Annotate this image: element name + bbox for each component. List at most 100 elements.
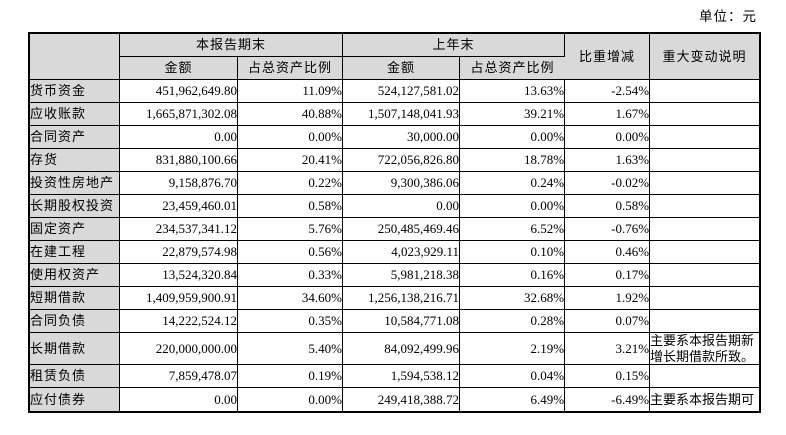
table-row: 存货 831,880,100.66 20.41% 722,056,826.80 18.7… [30,149,760,172]
note-cell: 主要系本报告期新增长期借款所致。 [650,333,760,366]
document-page: 单位：元 本报告期末 上年末 比重增减 重大变动说明 金额 占总资产比例 金额 [28,9,762,414]
change-cell: 1.63% [565,149,651,172]
table-row: 在建工程 22,879,574.98 0.56% 4,023,929.11 0.10% 0… [30,241,760,264]
table-row: 固定资产 234,537,341.12 5.76% 250,485,469.46 6.5… [30,218,760,241]
row-label-cell: 在建工程 [30,241,120,264]
table-row: 合同资产 0.00 0.00% 30,000.00 0.00% 0.00% [30,126,760,149]
change-cell: -0.76% [565,218,651,241]
header-row-subcolumns: 金额 占总资产比例 金额 占总资产比例 [30,57,759,80]
table-row: 合同负债 14,222,524.12 0.35% 10,584,771.08 0.28%… [30,310,760,333]
prior-pct-cell: 0.16% [460,264,566,287]
change-cell: 0.00% [565,126,651,149]
current-amount-cell: 22,879,574.98 [120,241,238,264]
table-row: 投资性房地产 9,158,876.70 0.22% 9,300,386.06 0.24%… [30,172,760,195]
col-header-amount-prior: 金额 [343,57,461,80]
prior-amount-cell: 1,256,138,216.71 [343,287,461,310]
current-pct-cell: 0.56% [238,241,344,264]
table-row: 使用权资产 13,524,320.84 0.33% 5,981,218.38 0.16%… [30,264,760,287]
prior-amount-cell: 524,127,581.02 [343,80,461,103]
prior-amount-cell: 30,000.00 [343,126,461,149]
current-amount-cell: 0.00 [120,126,238,149]
prior-pct-cell: 6.49% [460,388,566,412]
prior-pct-cell: 0.24% [460,172,566,195]
table-body: 货币资金 451,962,649.80 11.09% 524,127,581.02 13… [30,80,760,412]
note-cell [650,264,760,287]
prior-amount-cell: 1,594,538.12 [343,365,461,389]
change-cell: -6.49% [565,388,651,412]
col-header-note: 重大变动说明 [650,34,760,80]
col-header-change: 比重增减 [565,34,651,80]
prior-amount-cell: 250,485,469.46 [343,218,461,241]
change-cell: 1.67% [565,103,651,126]
table-row: 租赁负债 7,859,478.07 0.19% 1,594,538.12 0.04% 0.… [30,365,760,389]
prior-amount-cell: 1,507,148,041.93 [343,103,461,126]
current-pct-cell: 0.00% [238,388,344,412]
note-cell [650,126,760,149]
current-amount-cell: 451,962,649.80 [120,80,238,103]
note-cell [650,172,760,195]
change-cell: 0.58% [565,195,651,218]
note-cell [650,103,760,126]
prior-pct-cell: 0.04% [460,365,566,389]
prior-pct-cell: 13.63% [460,80,566,103]
change-cell: 0.07% [565,310,651,333]
change-cell: 0.15% [565,365,651,389]
row-label-cell: 短期借款 [30,287,120,310]
prior-amount-cell: 0.00 [343,195,461,218]
row-label-cell: 应付债券 [30,388,120,412]
change-cell: 0.17% [565,264,651,287]
prior-amount-cell: 722,056,826.80 [343,149,461,172]
row-label-cell: 应收账款 [30,103,120,126]
table-row: 应收账款 1,665,871,302.08 40.88% 1,507,148,041.… [30,103,760,126]
row-label-cell: 使用权资产 [30,264,120,287]
note-cell [650,365,760,389]
prior-pct-cell: 0.00% [460,195,566,218]
note-cell [650,241,760,264]
table-row: 长期借款 220,000,000.00 5.40% 84,092,499.96 2.19… [30,333,760,366]
table-header: 本报告期末 上年末 比重增减 重大变动说明 金额 占总资产比例 金额 占总资产比… [30,34,760,80]
corner-cell [30,34,120,80]
prior-pct-cell: 32.68% [460,287,566,310]
note-cell [650,80,760,103]
col-header-current-period: 本报告期末 [120,34,344,57]
prior-amount-cell: 10,584,771.08 [343,310,461,333]
current-pct-cell: 34.60% [238,287,344,310]
current-pct-cell: 0.22% [238,172,344,195]
current-pct-cell: 40.88% [238,103,344,126]
row-label-cell: 长期借款 [30,333,120,366]
current-pct-cell: 20.41% [238,149,344,172]
current-amount-cell: 234,537,341.12 [120,218,238,241]
prior-amount-cell: 9,300,386.06 [343,172,461,195]
prior-amount-cell: 249,418,388.72 [343,388,461,412]
current-amount-cell: 220,000,000.00 [120,333,238,366]
prior-pct-cell: 39.21% [460,103,566,126]
row-label-cell: 货币资金 [30,80,120,103]
prior-pct-cell: 0.00% [460,126,566,149]
table-row: 长期股权投资 23,459,460.01 0.58% 0.00 0.00% 0.58% [30,195,760,218]
prior-amount-cell: 4,023,929.11 [343,241,461,264]
change-cell: -2.54% [565,80,651,103]
current-pct-cell: 5.40% [238,333,344,366]
row-label-cell: 长期股权投资 [30,195,120,218]
prior-pct-cell: 2.19% [460,333,566,366]
table-row: 应付债券 0.00 0.00% 249,418,388.72 6.49% -6.49% 主要… [30,388,759,412]
col-header-amount-current: 金额 [120,57,238,80]
change-cell: 3.21% [565,333,651,366]
current-amount-cell: 9,158,876.70 [120,172,238,195]
row-label-cell: 合同资产 [30,126,120,149]
current-amount-cell: 0.00 [120,388,238,412]
row-label-cell: 固定资产 [30,218,120,241]
change-cell: 1.92% [565,287,651,310]
assets-liabilities-table: 本报告期末 上年末 比重增减 重大变动说明 金额 占总资产比例 金额 占总资产比… [28,32,762,414]
prior-pct-cell: 18.78% [460,149,566,172]
current-amount-cell: 14,222,524.12 [120,310,238,333]
prior-amount-cell: 84,092,499.96 [343,333,461,366]
current-pct-cell: 0.00% [238,126,344,149]
table-row: 短期借款 1,409,959,900.91 34.60% 1,256,138,216.… [30,287,760,310]
note-cell [650,149,760,172]
note-cell [650,218,760,241]
row-label-cell: 租赁负债 [30,365,120,389]
note-cell [650,287,760,310]
current-amount-cell: 831,880,100.66 [120,149,238,172]
prior-pct-cell: 0.28% [460,310,566,333]
